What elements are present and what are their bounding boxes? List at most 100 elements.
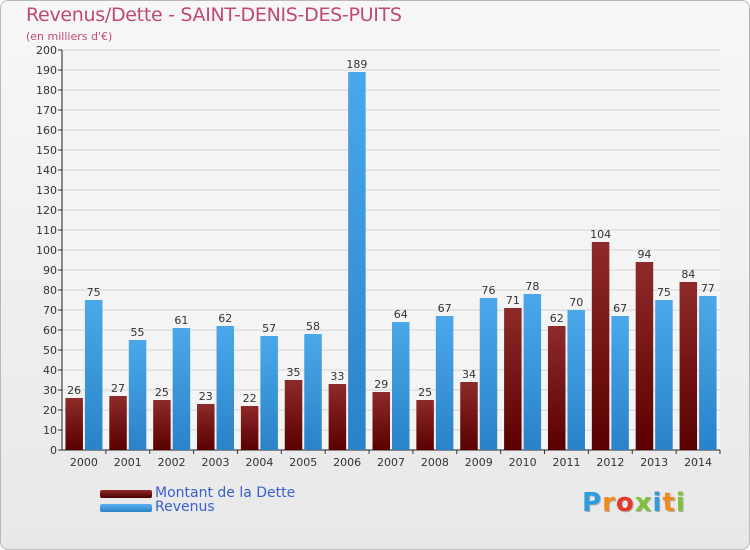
bars — [65, 72, 717, 450]
data-label-revenus: 61 — [174, 314, 188, 327]
data-label-debt: 35 — [287, 366, 301, 379]
y-tick-label: 180 — [36, 84, 57, 97]
bar-debt — [635, 262, 654, 450]
x-tick-label: 2003 — [202, 456, 230, 469]
bar-revenus — [348, 72, 366, 450]
data-label-revenus: 75 — [87, 286, 101, 299]
data-label-debt: 104 — [590, 228, 611, 241]
data-label-debt: 94 — [637, 248, 651, 261]
x-tick-label: 2013 — [640, 456, 668, 469]
x-tick-label: 2000 — [70, 456, 98, 469]
bar-debt — [591, 242, 610, 450]
bar-debt — [416, 400, 434, 450]
legend-label-debt: Montant de la Dette — [155, 485, 296, 501]
bar-debt — [65, 398, 83, 450]
y-tick-label: 200 — [36, 44, 57, 57]
legend-item-revenus: Revenus — [100, 499, 360, 516]
bar-revenus — [435, 316, 454, 450]
bar-debt — [372, 392, 390, 450]
data-label-revenus: 55 — [131, 326, 145, 339]
x-tick-label: 2006 — [333, 456, 361, 469]
logo-letter: t — [662, 488, 676, 518]
grid-lines — [62, 49, 720, 451]
bar-revenus — [216, 326, 235, 450]
y-tick-label: 100 — [36, 244, 57, 257]
data-label-debt: 23 — [199, 390, 213, 403]
logo-letter: i — [675, 488, 686, 518]
data-label-revenus: 62 — [218, 312, 232, 325]
bar-revenus — [523, 294, 542, 450]
bar-revenus — [84, 300, 103, 450]
bar-debt — [679, 282, 698, 450]
data-label-debt: 22 — [243, 392, 257, 405]
x-tick-label: 2005 — [289, 456, 317, 469]
bar-revenus — [479, 298, 498, 450]
y-tick-label: 140 — [36, 164, 57, 177]
bar-debt — [460, 382, 478, 450]
y-tick-label: 120 — [36, 204, 57, 217]
data-label-debt: 62 — [550, 312, 564, 325]
logo-letter: x — [634, 488, 653, 518]
y-tick-label: 10 — [43, 424, 57, 437]
data-label-revenus: 64 — [394, 308, 408, 321]
bar-debt — [284, 380, 303, 450]
y-tick-label: 130 — [36, 184, 57, 197]
chart-title: Revenus/Dette - SAINT-DENIS-DES-PUITS — [26, 4, 402, 26]
bar-revenus — [567, 310, 585, 450]
y-tick-label: 190 — [36, 64, 57, 77]
data-label-revenus: 57 — [262, 322, 276, 335]
data-label-revenus: 77 — [701, 282, 715, 295]
bar-revenus — [172, 328, 191, 450]
data-label-debt: 27 — [111, 382, 125, 395]
legend-item-debt: Montant de la Dette — [100, 485, 360, 502]
x-tick-label: 2010 — [509, 456, 537, 469]
bar-revenus — [611, 316, 629, 450]
bar-revenus — [392, 322, 410, 450]
data-label-debt: 33 — [330, 370, 344, 383]
legend-swatch-debt — [100, 490, 152, 498]
bar-debt — [240, 406, 259, 450]
x-tick-label: 2008 — [421, 456, 449, 469]
chart-subtitle: (en milliers d'€) — [26, 30, 113, 43]
x-tick-label: 2014 — [684, 456, 712, 469]
y-tick-label: 50 — [43, 344, 57, 357]
y-tick-label: 110 — [36, 224, 57, 237]
y-tick-label: 40 — [43, 364, 57, 377]
y-tick-label: 60 — [43, 324, 57, 337]
labels: 0 10 20 30 40 50 60 70 80 90 100 110 120 130 140 150 160… — [36, 44, 715, 469]
data-label-debt: 29 — [374, 378, 388, 391]
bar-debt — [153, 400, 171, 450]
proxiti-logo: Proxiti — [582, 488, 686, 518]
axes — [58, 49, 721, 454]
bar-revenus — [655, 300, 673, 450]
y-tick-label: 30 — [43, 384, 57, 397]
y-tick-label: 160 — [36, 124, 57, 137]
logo-letter: o — [615, 488, 635, 518]
legend-label-revenus: Revenus — [155, 499, 215, 515]
y-tick-label: 70 — [43, 304, 57, 317]
y-tick-label: 90 — [43, 264, 57, 277]
y-tick-label: 80 — [43, 284, 57, 297]
data-label-revenus: 75 — [657, 286, 671, 299]
x-tick-label: 2007 — [377, 456, 405, 469]
bar-revenus — [304, 334, 322, 450]
bar-revenus — [260, 336, 278, 450]
data-label-revenus: 58 — [306, 320, 320, 333]
logo-letter: P — [582, 488, 603, 518]
bar-debt — [109, 396, 127, 450]
x-tick-label: 2001 — [114, 456, 142, 469]
y-tick-label: 170 — [36, 104, 57, 117]
bar-debt — [197, 404, 215, 450]
data-label-revenus: 78 — [525, 280, 539, 293]
bar-revenus — [128, 340, 147, 450]
data-label-revenus: 189 — [346, 58, 367, 71]
bar-debt — [328, 384, 347, 450]
x-tick-label: 2009 — [465, 456, 493, 469]
data-label-revenus: 67 — [438, 302, 452, 315]
y-tick-label: 0 — [50, 444, 57, 457]
y-tick-label: 20 — [43, 404, 57, 417]
data-label-debt: 26 — [67, 384, 81, 397]
data-label-debt: 25 — [155, 386, 169, 399]
y-tick-label: 150 — [36, 144, 57, 157]
